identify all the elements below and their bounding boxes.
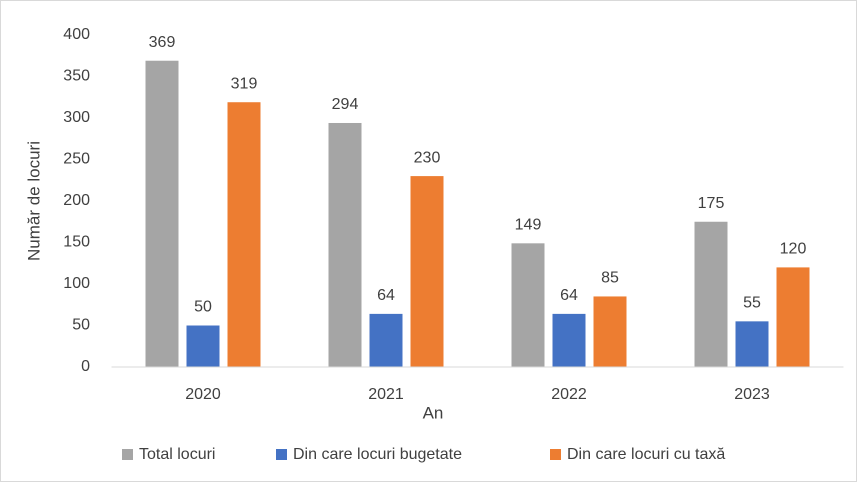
data-label: 85: [601, 270, 619, 287]
y-tick-label: 350: [63, 68, 90, 85]
data-label: 55: [743, 295, 761, 312]
legend-label: Total locuri: [139, 446, 215, 463]
x-tick-label: 2020: [185, 386, 221, 403]
y-axis-title: Număr de locuri: [24, 141, 43, 261]
data-label: 294: [332, 96, 359, 113]
data-label: 369: [149, 34, 176, 51]
bar: [776, 267, 810, 367]
y-tick-label: 300: [63, 109, 90, 126]
bar: [593, 296, 627, 367]
legend-label: Din care locuri bugetate: [293, 446, 462, 463]
legend-label: Din care locuri cu taxă: [567, 446, 725, 463]
bar: [369, 313, 403, 367]
bar: [735, 321, 769, 367]
bar: [227, 102, 261, 367]
data-label: 120: [780, 241, 807, 258]
bar: [511, 243, 545, 367]
data-label: 175: [698, 195, 725, 212]
bar: [328, 122, 362, 367]
data-label: 64: [377, 287, 395, 304]
y-tick-label: 0: [81, 358, 90, 375]
data-label: 319: [231, 75, 258, 92]
data-label: 230: [414, 149, 441, 166]
bar: [145, 60, 179, 367]
y-tick-label: 50: [72, 317, 90, 334]
data-label: 149: [515, 217, 542, 234]
x-tick-label: 2023: [734, 386, 770, 403]
data-label: 64: [560, 287, 578, 304]
bar: [552, 313, 586, 367]
data-label: 50: [194, 299, 212, 316]
y-tick-label: 200: [63, 192, 90, 209]
y-tick-label: 400: [63, 26, 90, 43]
y-tick-label: 250: [63, 151, 90, 168]
bar: [186, 325, 220, 367]
legend-swatch: [550, 449, 561, 460]
bar: [410, 176, 444, 367]
legend-swatch: [276, 449, 287, 460]
y-tick-label: 100: [63, 275, 90, 292]
legend-swatch: [122, 449, 133, 460]
bar: [694, 221, 728, 367]
x-tick-label: 2021: [368, 386, 404, 403]
y-tick-label: 150: [63, 234, 90, 251]
x-tick-label: 2022: [551, 386, 587, 403]
x-axis-title: An: [423, 403, 444, 422]
